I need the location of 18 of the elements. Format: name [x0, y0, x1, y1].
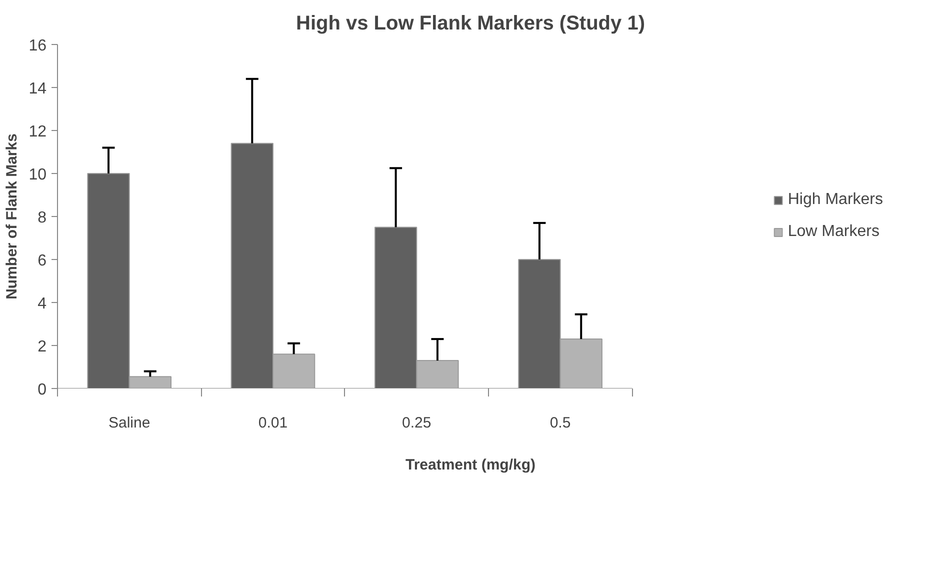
x-tick-label: Saline [108, 414, 150, 432]
y-tick-label: 10 [28, 166, 47, 184]
y-tick-label: 14 [28, 80, 47, 98]
x-axis-title: Treatment (mg/kg) [405, 456, 536, 474]
y-tick-label: 16 [28, 38, 47, 54]
legend-label: High Markers [788, 191, 883, 209]
y-tick-label: 0 [38, 382, 47, 398]
x-tick-label: 0.5 [550, 414, 571, 432]
y-tick-label: 2 [38, 338, 47, 356]
x-tick-label: 0.01 [258, 414, 288, 432]
chart-title: High vs Low Flank Markers (Study 1) [296, 12, 645, 34]
y-tick-label: 8 [38, 210, 47, 226]
y-tick-label: 6 [38, 252, 47, 270]
x-tick-label: 0.25 [402, 414, 432, 432]
y-axis-title: Number of Flank Marks [4, 134, 21, 300]
y-tick-label: 12 [28, 124, 47, 140]
y-tick-label: 4 [38, 296, 47, 312]
legend-label: Low Markers [788, 223, 880, 241]
